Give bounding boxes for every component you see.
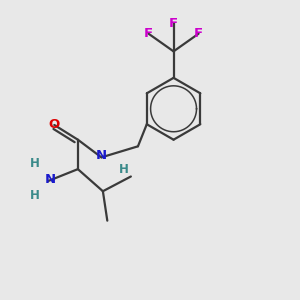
Text: N: N [44, 173, 56, 186]
Text: F: F [194, 27, 203, 40]
Text: H: H [30, 189, 40, 202]
Text: H: H [30, 157, 40, 170]
Text: F: F [169, 17, 178, 30]
Text: O: O [49, 118, 60, 131]
Text: N: N [96, 149, 107, 162]
Text: F: F [144, 27, 153, 40]
Text: H: H [118, 163, 128, 176]
